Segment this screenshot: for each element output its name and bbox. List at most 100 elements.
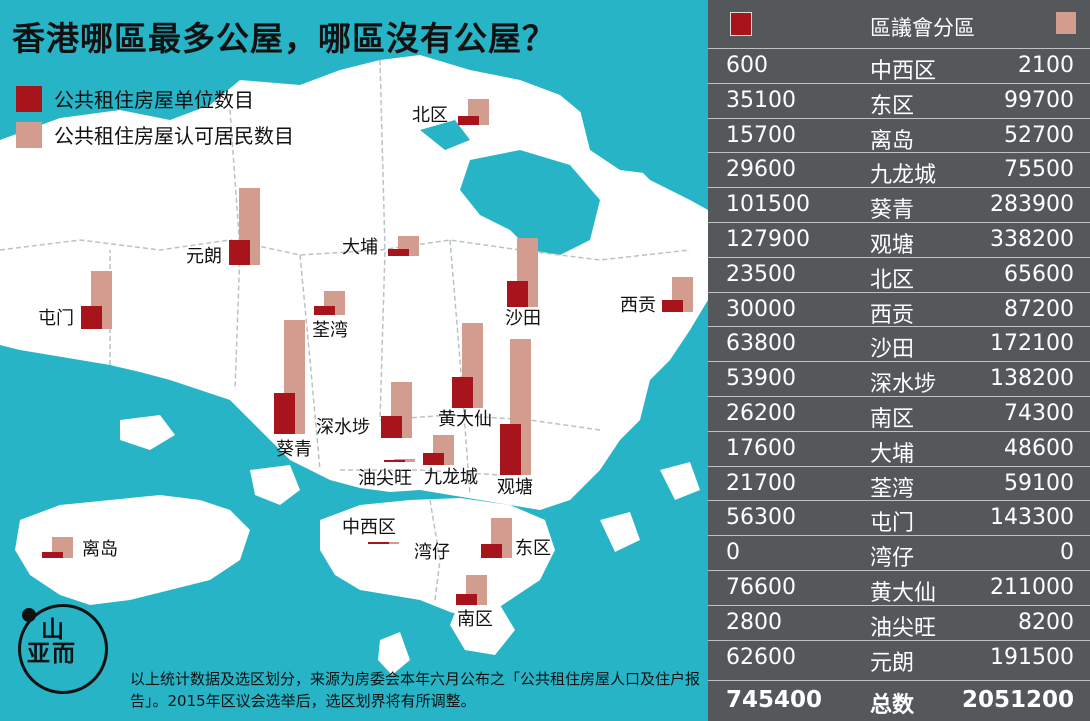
units-bar [368,542,389,544]
row-units: 56300 [726,505,796,531]
map-label-wan-chai: 湾仔 [414,542,450,563]
units-bar [384,460,405,462]
row-residents: 99700 [1004,87,1074,113]
footnote: 以上统计数据及选区划分，来源为房委会本年六月公布之「公共租住房屋人口及住户报告」… [130,670,701,710]
row-residents: 138200 [990,366,1074,392]
row-units: 35100 [726,87,796,113]
row-district: 东区 [870,93,915,119]
legend-units-label: 公共租住房屋单位数目 [54,88,254,112]
units-bar [423,453,444,465]
row-district: 离岛 [870,128,915,154]
row-units: 127900 [726,227,810,252]
table-row: 23500 北区 65600 [708,256,1090,293]
logo-dot [22,608,36,622]
row-district: 西贡 [870,302,915,328]
map-label-kwun-tong: 观塘 [497,477,533,498]
row-units: 0 [726,540,740,566]
row-residents: 143300 [990,505,1074,531]
total-residents: 2051200 [961,687,1074,713]
map-label-tsuen-wan: 荃湾 [312,320,348,341]
table-row: 62600 元朗 191500 [708,639,1090,676]
row-district: 九龙城 [870,163,937,189]
district-table-panel: 區議會分區 600 中西区 2100 35100 东区 99700 15700 离岛 52700… [708,0,1090,721]
row-residents: 74300 [1004,401,1074,426]
row-district: 油尖旺 [870,615,937,641]
units-bar [452,377,473,408]
legend-residents: 公共租住房屋认可居民数目 [16,120,294,149]
row-units: 29600 [726,157,796,183]
map-label-eastern: 东区 [515,538,551,559]
row-district: 中西区 [870,59,937,84]
row-residents: 65600 [1004,261,1074,287]
map-label-southern: 南区 [457,609,493,630]
table-row: 101500 葵青 283900 [708,187,1090,223]
row-units: 21700 [726,470,796,496]
row-units: 62600 [726,644,796,670]
table-row: 15700 离岛 52700 [708,117,1090,154]
logo-text: 山 亚而 [27,618,77,666]
table-row: 53900 深水埗 138200 [708,361,1090,398]
logo [18,604,108,694]
logo-text-top: 山 [41,617,66,643]
units-bar [388,248,409,256]
row-district: 湾仔 [870,546,915,572]
residents-swatch [16,121,42,148]
table-row: 600 中西区 2100 [708,48,1090,84]
row-district: 深水埗 [870,372,937,398]
row-units: 101500 [726,192,810,218]
map-label-sha-tin: 沙田 [505,308,541,329]
row-units: 23500 [726,261,796,287]
row-district: 北区 [870,267,915,293]
row-residents: 191500 [990,644,1074,670]
header-residents-swatch [1056,12,1076,34]
row-units: 600 [726,53,768,78]
units-bar [274,393,295,434]
map-label-yuen-long: 元朗 [186,246,222,267]
units-bar [314,306,335,315]
row-residents: 0 [1060,540,1074,566]
map-label-wong-tai-sin: 黄大仙 [438,409,492,430]
row-district: 观塘 [870,233,915,258]
row-residents: 2100 [1018,53,1074,78]
row-units: 76600 [726,575,796,600]
row-residents: 211000 [990,575,1074,600]
row-units: 63800 [726,331,796,357]
row-residents: 87200 [1004,296,1074,322]
row-units: 15700 [726,122,796,148]
row-residents: 75500 [1004,157,1074,183]
row-residents: 48600 [1004,435,1074,461]
row-district: 南区 [870,407,915,432]
row-units: 53900 [726,366,796,392]
row-district: 大埔 [870,441,915,467]
units-bar [229,239,250,265]
table-row: 21700 荃湾 59100 [708,465,1090,502]
total-label: 总数 [870,693,915,718]
row-district: 屯门 [870,511,915,537]
row-units: 17600 [726,435,796,461]
table-row: 26200 南区 74300 [708,396,1090,432]
row-district: 黄大仙 [870,581,937,606]
units-swatch [16,85,42,112]
units-bar [456,594,477,605]
total-units: 745400 [726,687,823,713]
page-title: 香港哪區最多公屋，哪區沒有公屋？ [12,19,556,58]
row-residents: 338200 [990,227,1074,252]
table-row: 30000 西贡 87200 [708,291,1090,328]
table-row: 29600 九龙城 75500 [708,152,1090,189]
row-district: 沙田 [870,337,915,363]
map-label-islands: 离岛 [82,539,118,560]
units-bar [81,306,102,329]
row-district: 元朗 [870,650,915,676]
table-row: 0 湾仔 0 [708,535,1090,572]
legend-units: 公共租住房屋单位数目 [16,84,254,113]
units-bar [507,281,528,307]
table-row: 35100 东区 99700 [708,82,1090,119]
units-bar [500,423,521,475]
table-total-row: 745400 总数 2051200 [708,680,1090,721]
row-units: 26200 [726,401,796,426]
row-residents: 52700 [1004,122,1074,148]
legend-residents-label: 公共租住房屋认可居民数目 [54,124,294,148]
table-row: 76600 黄大仙 211000 [708,570,1090,606]
map-label-central-western: 中西区 [342,517,396,538]
map-label-yau-tsim-mong: 油尖旺 [358,468,412,489]
